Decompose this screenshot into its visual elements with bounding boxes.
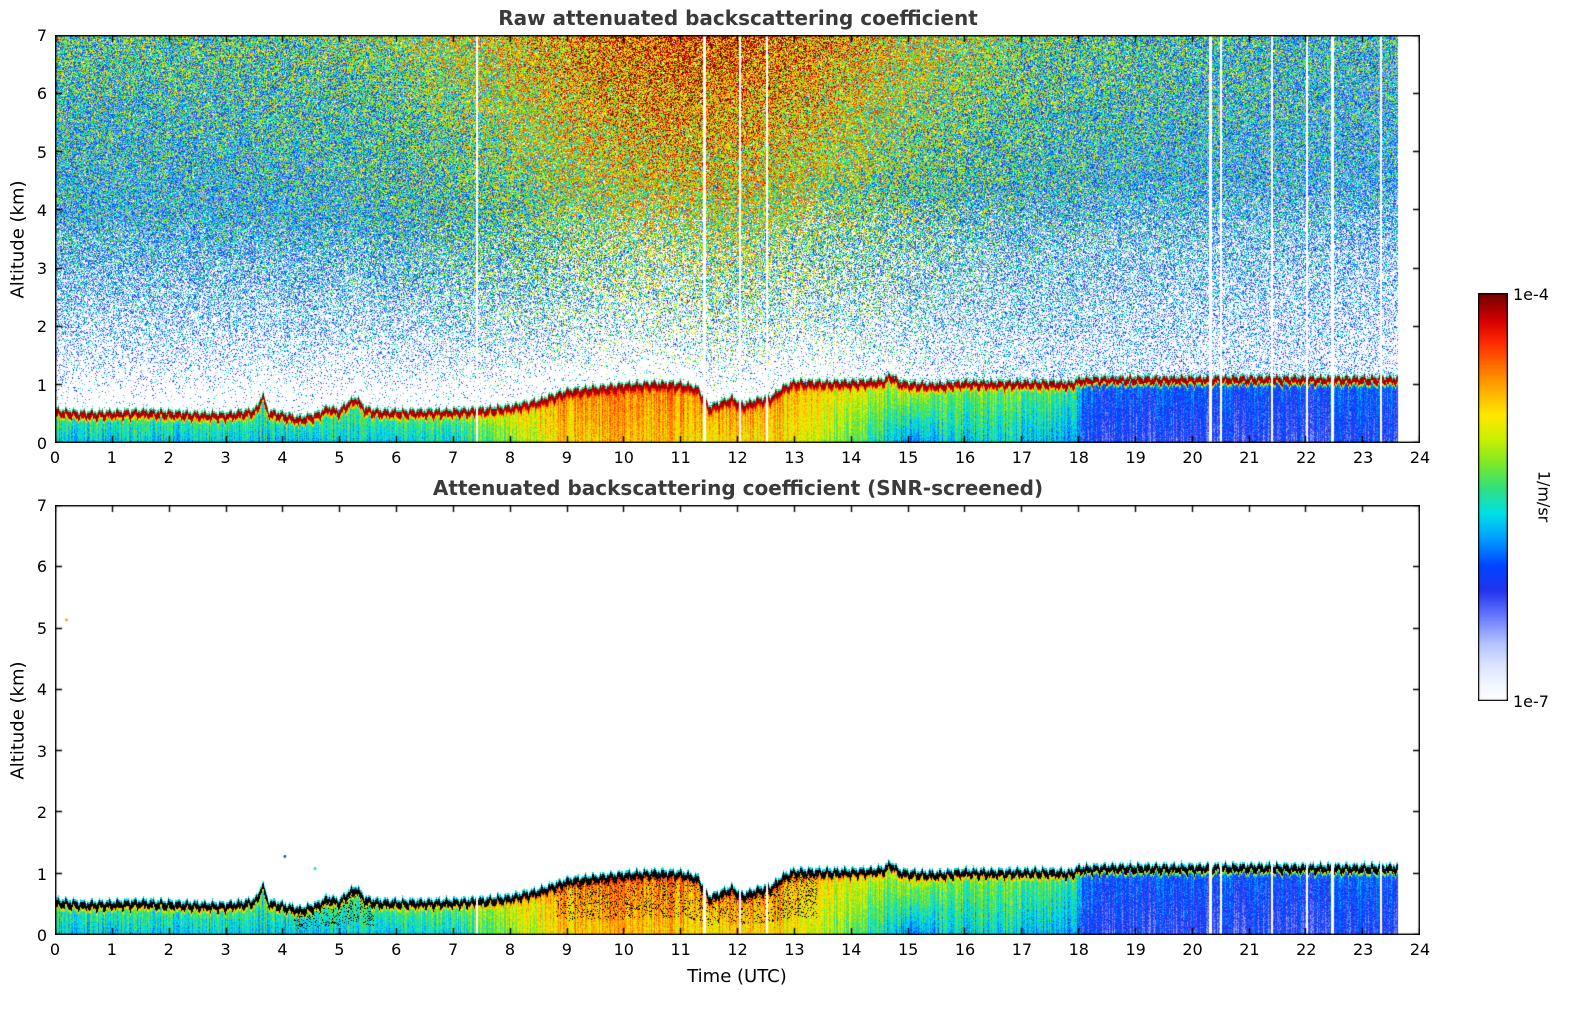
x-tick-label-top-panel: 8 <box>504 448 516 467</box>
x-tick-label-top-panel: 3 <box>220 448 231 467</box>
x-tick-label-top-panel: 12 <box>727 448 748 467</box>
x-tick-label-top-panel: 14 <box>841 448 862 467</box>
x-tick-label-bottom-panel: 6 <box>391 940 402 959</box>
x-tick-label-bottom-panel: 14 <box>841 940 862 959</box>
x-tick-label-bottom-panel: 13 <box>784 940 805 959</box>
x-tick-label-top-panel: 2 <box>163 448 174 467</box>
x-tick-label-bottom-panel: 23 <box>1352 940 1374 959</box>
x-tick-label-bottom-panel: 9 <box>561 940 572 959</box>
x-tick-label-top-panel: 24 <box>1409 448 1431 467</box>
y-tick-label-bottom-panel: 7 <box>36 496 47 515</box>
x-tick-label-bottom-panel: 4 <box>277 940 288 959</box>
x-tick-label-top-panel: 4 <box>277 448 288 467</box>
x-tick-label-bottom-panel: 12 <box>727 940 748 959</box>
screened-backscatter-heatmap <box>55 505 1420 935</box>
x-tick-label-bottom-panel: 11 <box>670 940 691 959</box>
colorbar-min-label: 1e-7 <box>1513 692 1549 711</box>
colorbar-max-label: 1e-4 <box>1513 285 1549 304</box>
x-tick-label-top-panel: 16 <box>954 448 976 467</box>
colorbar <box>1478 293 1508 701</box>
x-tick-label-bottom-panel: 20 <box>1182 940 1203 959</box>
y-tick-label-top-panel: 4 <box>36 200 47 220</box>
y-tick-label-bottom-panel: 4 <box>36 680 47 700</box>
y-tick-label-top-panel: 5 <box>36 142 47 162</box>
x-tick-label-top-panel: 0 <box>49 448 61 467</box>
y-tick-label-bottom-panel: 5 <box>36 618 47 638</box>
x-tick-label-top-panel: 15 <box>897 448 919 467</box>
x-tick-label-top-panel: 23 <box>1352 448 1374 467</box>
x-tick-label-bottom-panel: 18 <box>1068 940 1089 959</box>
x-tick-label-bottom-panel: 19 <box>1125 940 1146 959</box>
x-tick-label-top-panel: 13 <box>784 448 805 467</box>
x-tick-label-top-panel: 9 <box>561 448 572 467</box>
x-tick-label-bottom-panel: 7 <box>448 940 459 959</box>
y-tick-label-bottom-panel: 2 <box>36 803 47 823</box>
y-tick-label-top-panel: 7 <box>36 26 47 45</box>
x-tick-label-bottom-panel: 8 <box>504 940 516 959</box>
x-axis-label: Time (UTC) <box>687 966 787 987</box>
colorbar-unit-label: 1/m/sr <box>1534 470 1554 523</box>
x-tick-label-top-panel: 21 <box>1239 448 1260 467</box>
y-tick-label-top-panel: 6 <box>36 84 47 104</box>
x-tick-label-top-panel: 20 <box>1182 448 1203 467</box>
raw-backscatter-heatmap <box>55 35 1420 443</box>
y-tick-label-top-panel: 1 <box>36 375 47 395</box>
x-tick-label-bottom-panel: 2 <box>163 940 174 959</box>
y-tick-label-top-panel: 2 <box>36 317 47 337</box>
raw-panel-title: Raw attenuated backscattering coefficien… <box>498 6 978 30</box>
x-tick-label-bottom-panel: 24 <box>1409 940 1431 959</box>
x-tick-label-top-panel: 6 <box>391 448 402 467</box>
y-tick-label-bottom-panel: 6 <box>36 557 47 577</box>
x-tick-label-top-panel: 5 <box>334 448 345 467</box>
x-tick-label-bottom-panel: 10 <box>613 940 634 959</box>
x-tick-label-bottom-panel: 3 <box>220 940 231 959</box>
x-tick-label-bottom-panel: 16 <box>954 940 976 959</box>
x-tick-label-bottom-panel: 15 <box>897 940 919 959</box>
y-tick-label-bottom-panel: 1 <box>36 864 47 884</box>
x-tick-label-bottom-panel: 17 <box>1011 940 1033 959</box>
screened-panel-title: Attenuated backscattering coefficient (S… <box>432 476 1044 500</box>
x-tick-label-top-panel: 1 <box>106 448 117 467</box>
x-tick-label-bottom-panel: 5 <box>334 940 345 959</box>
x-tick-label-top-panel: 19 <box>1125 448 1146 467</box>
y-axis-label-top: Altitude (km) <box>7 180 29 299</box>
y-axis-label-bottom: Altitude (km) <box>7 661 29 780</box>
x-tick-label-top-panel: 7 <box>448 448 459 467</box>
y-tick-label-top-panel: 3 <box>36 259 47 279</box>
x-tick-label-top-panel: 17 <box>1011 448 1033 467</box>
y-tick-label-bottom-panel: 3 <box>36 741 47 761</box>
x-tick-label-top-panel: 22 <box>1296 448 1317 467</box>
x-tick-label-bottom-panel: 1 <box>106 940 117 959</box>
x-tick-label-top-panel: 10 <box>613 448 634 467</box>
x-tick-label-bottom-panel: 21 <box>1239 940 1260 959</box>
y-tick-label-bottom-panel: 0 <box>36 926 47 945</box>
x-tick-label-bottom-panel: 0 <box>49 940 61 959</box>
y-tick-label-top-panel: 0 <box>36 434 47 453</box>
x-tick-label-top-panel: 11 <box>670 448 691 467</box>
x-tick-label-top-panel: 18 <box>1068 448 1089 467</box>
x-tick-label-bottom-panel: 22 <box>1296 940 1317 959</box>
